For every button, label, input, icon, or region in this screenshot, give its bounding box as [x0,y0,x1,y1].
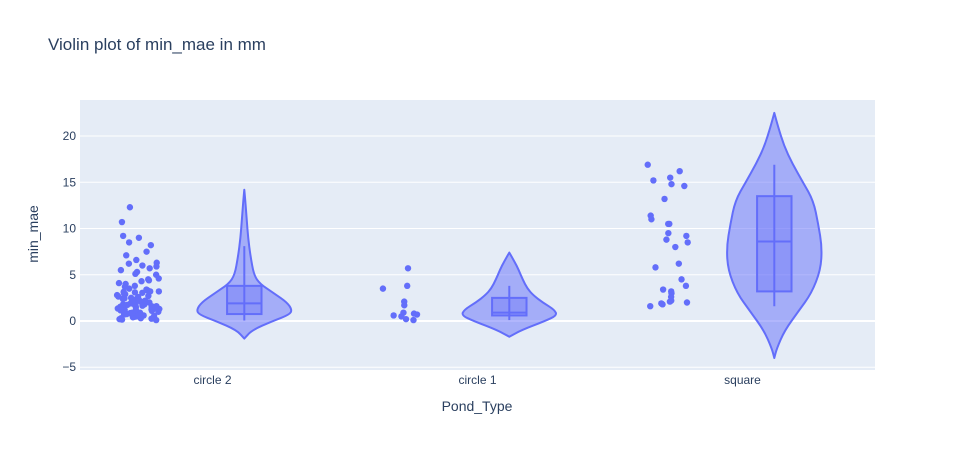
data-point[interactable] [682,282,690,290]
data-point[interactable] [121,283,129,290]
data-point[interactable] [410,316,417,324]
data-point[interactable] [401,298,408,305]
data-point[interactable] [129,298,136,306]
data-point[interactable] [119,301,127,308]
data-point[interactable] [147,241,155,249]
data-point[interactable] [665,220,672,228]
data-point[interactable] [147,288,154,295]
data-point[interactable] [644,161,651,168]
y-tick-label: 5 [69,268,76,282]
data-point[interactable] [125,260,133,267]
data-point[interactable] [683,299,691,306]
data-point[interactable] [152,271,160,278]
data-point[interactable] [139,302,146,309]
data-point[interactable] [133,256,140,264]
data-point[interactable] [139,262,146,269]
data-point[interactable] [667,288,675,295]
data-point[interactable] [141,297,149,304]
data-point[interactable] [123,252,130,259]
data-point[interactable] [684,239,691,246]
box-iqr[interactable] [226,284,263,316]
y-tick-label: 20 [63,129,77,143]
y-tick-label: −5 [62,360,76,374]
data-point[interactable] [665,229,672,237]
y-axis-title: min_mae [25,205,41,263]
data-point[interactable] [145,277,153,284]
data-point[interactable] [672,243,679,251]
data-point[interactable] [658,300,665,307]
y-tick-label: 0 [69,314,76,328]
data-point[interactable] [115,279,123,287]
data-point[interactable] [404,282,411,290]
data-point[interactable] [379,285,387,292]
data-point[interactable] [131,289,139,296]
data-point[interactable] [400,309,407,316]
y-tick-labels: −5 0 5 10 15 20 [62,129,76,374]
data-point[interactable] [120,288,127,296]
x-tick-label: circle 1 [458,373,496,387]
chart-title: Violin plot of min_mae in mm [48,35,266,54]
y-tick-label: 15 [63,175,77,189]
y-tick-label: 10 [63,222,77,236]
data-point[interactable] [131,282,139,290]
data-point[interactable] [132,306,140,314]
data-point[interactable] [678,276,685,283]
data-point[interactable] [117,315,125,322]
data-point[interactable] [125,239,133,246]
data-point[interactable] [667,174,674,181]
data-point[interactable] [148,302,155,310]
data-point[interactable] [115,293,122,300]
data-point[interactable] [683,232,690,240]
box-iqr[interactable] [756,195,793,293]
data-point[interactable] [135,234,143,241]
data-point[interactable] [153,263,160,270]
data-point[interactable] [390,312,397,319]
data-point[interactable] [402,315,410,323]
data-point[interactable] [118,218,126,226]
x-tick-label: square [724,373,761,387]
data-point[interactable] [410,310,418,317]
data-point[interactable] [650,177,657,184]
data-point[interactable] [659,286,667,293]
data-point[interactable] [136,297,143,304]
data-point[interactable] [117,266,125,274]
x-tick-label: circle 2 [193,373,231,387]
box-iqr[interactable] [491,296,528,317]
x-axis-title: Pond_Type [442,398,513,414]
data-point[interactable] [155,288,163,295]
data-point[interactable] [676,167,683,175]
data-point[interactable] [675,260,683,267]
data-point[interactable] [663,236,670,243]
data-point[interactable] [668,180,675,188]
data-point[interactable] [150,312,158,320]
data-point[interactable] [146,265,153,272]
data-point[interactable] [132,270,139,278]
data-point[interactable] [647,212,654,219]
boxes [226,164,793,321]
x-tick-labels: circle 2 circle 1 square [193,373,761,387]
data-point[interactable] [661,195,668,203]
data-point[interactable] [652,264,659,271]
data-point[interactable] [119,232,127,240]
data-point[interactable] [143,248,150,255]
data-point[interactable] [138,278,145,285]
data-point[interactable] [404,265,412,272]
data-point[interactable] [681,182,688,190]
points [113,161,691,324]
data-point[interactable] [126,204,134,211]
data-point[interactable] [647,302,654,310]
